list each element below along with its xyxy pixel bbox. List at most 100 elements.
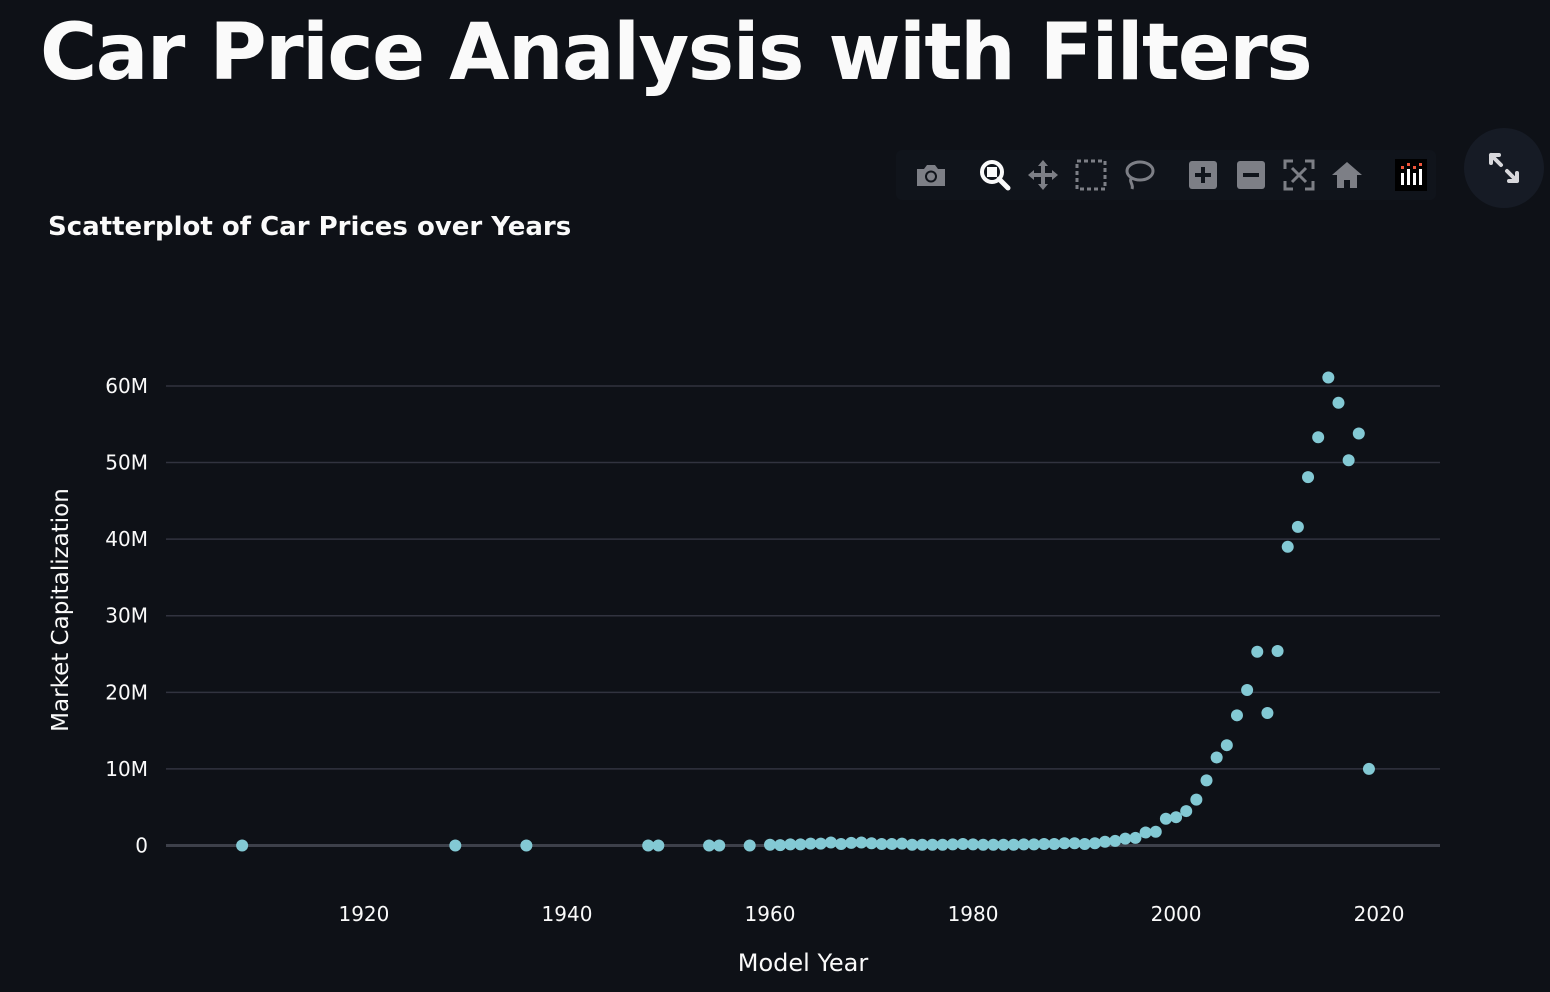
scatter-point[interactable] bbox=[1281, 540, 1294, 553]
y-tick-label: 40M bbox=[105, 527, 148, 551]
x-tick-label: 2000 bbox=[1151, 902, 1202, 926]
scatter-point[interactable] bbox=[1200, 774, 1213, 787]
scatter-point[interactable] bbox=[824, 836, 837, 849]
scatter-point[interactable] bbox=[977, 838, 990, 851]
scatter-point[interactable] bbox=[835, 838, 848, 850]
scatter-point[interactable] bbox=[1099, 835, 1112, 848]
camera-icon[interactable] bbox=[914, 158, 948, 192]
scatter-point[interactable] bbox=[997, 838, 1010, 851]
scatter-point[interactable] bbox=[946, 838, 959, 851]
scatter-point[interactable] bbox=[1058, 837, 1071, 850]
scatter-point[interactable] bbox=[1038, 838, 1051, 850]
pan-icon[interactable] bbox=[1026, 158, 1060, 192]
scatter-point[interactable] bbox=[743, 839, 756, 852]
scatter-point[interactable] bbox=[936, 838, 949, 851]
scatter-point[interactable] bbox=[814, 837, 827, 850]
scatter-point[interactable] bbox=[956, 838, 969, 850]
autoscale-icon[interactable] bbox=[1282, 158, 1316, 192]
scatter-point[interactable] bbox=[764, 838, 777, 851]
scatter-point[interactable] bbox=[642, 839, 655, 852]
scatter-point[interactable] bbox=[926, 838, 939, 851]
scatter-point[interactable] bbox=[1210, 751, 1223, 764]
scatter-point[interactable] bbox=[1170, 811, 1183, 824]
x-tick-labels: 1920 1940 1960 1980 2000 2020 bbox=[338, 902, 1404, 926]
scatter-point[interactable] bbox=[1027, 838, 1040, 851]
scatter-point[interactable] bbox=[1251, 645, 1264, 658]
y-tick-label: 60M bbox=[105, 374, 148, 398]
scatter-point[interactable] bbox=[1078, 838, 1091, 850]
scatter-point[interactable] bbox=[865, 837, 878, 850]
lasso-select-icon[interactable] bbox=[1122, 158, 1156, 192]
scatter-point[interactable] bbox=[1302, 471, 1315, 484]
scatter-point[interactable] bbox=[1149, 825, 1162, 838]
scatter-point[interactable] bbox=[1088, 837, 1101, 850]
scatter-point[interactable] bbox=[1332, 396, 1345, 409]
scatter-point[interactable] bbox=[845, 836, 858, 849]
y-tick-label: 10M bbox=[105, 757, 148, 781]
scatter-point[interactable] bbox=[1362, 762, 1375, 775]
scatter-point[interactable] bbox=[1159, 812, 1172, 825]
zoom-out-icon[interactable] bbox=[1234, 158, 1268, 192]
fullscreen-button[interactable] bbox=[1464, 128, 1544, 208]
x-tick-label: 1960 bbox=[745, 902, 796, 926]
scatter-point[interactable] bbox=[652, 839, 665, 852]
scatter-point[interactable] bbox=[885, 838, 898, 850]
page-title: Car Price Analysis with Filters bbox=[40, 8, 1313, 98]
y-axis-label: Market Capitalization bbox=[48, 488, 74, 732]
scatter-point[interactable] bbox=[1230, 709, 1243, 722]
scatter-point[interactable] bbox=[895, 837, 908, 850]
x-axis-label: Model Year bbox=[738, 949, 869, 977]
y-tick-label: 0 bbox=[135, 834, 148, 858]
scatter-point[interactable] bbox=[987, 838, 1000, 851]
scatter-point[interactable] bbox=[1322, 371, 1335, 384]
reset-axes-icon[interactable] bbox=[1330, 158, 1364, 192]
scatter-point[interactable] bbox=[967, 838, 980, 851]
scatter-point[interactable] bbox=[1109, 834, 1122, 847]
plotly-logo-icon[interactable] bbox=[1394, 158, 1428, 192]
scatter-point[interactable] bbox=[804, 837, 817, 850]
scatter-point[interactable] bbox=[916, 838, 929, 851]
scatter-point[interactable] bbox=[1220, 739, 1233, 752]
scatter-point[interactable] bbox=[236, 839, 249, 852]
scatter-point[interactable] bbox=[449, 839, 462, 852]
scatter-point[interactable] bbox=[1068, 837, 1081, 850]
expand-icon bbox=[1489, 153, 1519, 183]
scatter-point[interactable] bbox=[1017, 838, 1030, 851]
scatter-point[interactable] bbox=[855, 836, 868, 849]
scatter-point[interactable] bbox=[1139, 826, 1152, 839]
scatter-point[interactable] bbox=[784, 838, 797, 851]
scatter-point[interactable] bbox=[1048, 838, 1061, 850]
scatter-point[interactable] bbox=[703, 839, 716, 852]
scatter-point[interactable] bbox=[774, 839, 787, 852]
y-tick-label: 50M bbox=[105, 451, 148, 475]
scatter-point[interactable] bbox=[1190, 793, 1203, 806]
scatter-point[interactable] bbox=[1241, 684, 1254, 697]
scatter-point[interactable] bbox=[1180, 805, 1193, 818]
grid-lines bbox=[166, 385, 1440, 848]
scatter-point[interactable] bbox=[906, 838, 919, 851]
y-tick-label: 30M bbox=[105, 604, 148, 628]
zoom-icon[interactable] bbox=[978, 158, 1012, 192]
scatter-point[interactable] bbox=[1291, 520, 1304, 533]
scatter-point[interactable] bbox=[520, 839, 533, 852]
scatter-point[interactable] bbox=[1352, 427, 1365, 440]
x-tick-label: 1920 bbox=[338, 902, 389, 926]
scatter-point[interactable] bbox=[1271, 644, 1284, 657]
scatter-point[interactable] bbox=[1129, 831, 1142, 844]
chart-modebar bbox=[896, 150, 1436, 200]
scatter-point[interactable] bbox=[1342, 454, 1355, 467]
scatter-point[interactable] bbox=[875, 838, 888, 850]
y-tick-label: 20M bbox=[105, 680, 148, 704]
x-tick-label: 2020 bbox=[1354, 902, 1405, 926]
scatter-points bbox=[236, 371, 1375, 852]
x-tick-label: 1980 bbox=[948, 902, 999, 926]
scatter-point[interactable] bbox=[1261, 707, 1274, 720]
scatter-point[interactable] bbox=[713, 839, 726, 852]
box-select-icon[interactable] bbox=[1074, 158, 1108, 192]
scatter-point[interactable] bbox=[1119, 832, 1132, 845]
scatter-point[interactable] bbox=[1007, 838, 1020, 851]
scatter-point[interactable] bbox=[794, 838, 807, 851]
scatter-point[interactable] bbox=[1312, 431, 1325, 444]
zoom-in-icon[interactable] bbox=[1186, 158, 1220, 192]
